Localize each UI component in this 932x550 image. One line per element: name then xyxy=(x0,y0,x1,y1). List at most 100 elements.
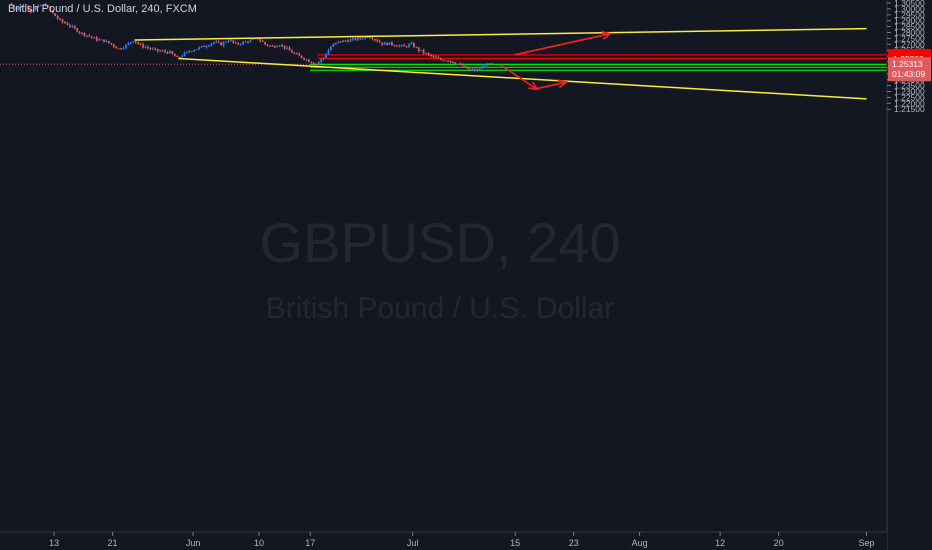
candle-body xyxy=(108,41,110,44)
candle-body xyxy=(44,4,47,6)
candle-body xyxy=(103,39,105,42)
candle-body xyxy=(68,24,71,27)
candle-body xyxy=(476,69,479,71)
candle-body xyxy=(369,37,371,39)
candle-body xyxy=(271,45,274,47)
candle-body xyxy=(54,13,57,17)
candle-body xyxy=(359,37,362,39)
candle-body xyxy=(127,43,130,45)
candle-body xyxy=(442,59,445,61)
x-tick-label: Jul xyxy=(407,538,419,548)
candle-body xyxy=(139,43,142,45)
candle-body xyxy=(388,42,391,45)
trendline-upper xyxy=(134,27,867,41)
candle-body xyxy=(378,41,381,43)
x-tick-label: 10 xyxy=(254,538,264,548)
watermark-name: British Pound / U.S. Dollar xyxy=(266,292,614,325)
candle-body xyxy=(188,51,191,53)
candle-body xyxy=(373,39,376,41)
x-tick-label: 17 xyxy=(305,538,315,548)
candle-body xyxy=(295,53,298,55)
last-price-label-bg xyxy=(888,57,931,82)
candle-body xyxy=(47,5,49,7)
candle-body xyxy=(71,26,74,28)
candle-body xyxy=(27,6,30,10)
candle-body xyxy=(273,46,276,48)
chart-header-title[interactable]: British Pound / U.S. Dollar, 240, FXCM xyxy=(8,3,197,15)
candle-body xyxy=(10,3,13,6)
candle-body xyxy=(332,44,335,47)
candle-body xyxy=(330,46,332,51)
candle-body xyxy=(408,44,410,47)
candle-body xyxy=(486,63,488,66)
candle-body xyxy=(208,45,210,47)
candle-body xyxy=(142,44,144,48)
projection-arrowhead-3 xyxy=(557,79,569,89)
candle-body xyxy=(212,41,215,44)
candle-body xyxy=(352,38,354,40)
candle-body xyxy=(112,44,115,47)
candle-body xyxy=(171,51,174,54)
candle-body xyxy=(400,45,403,47)
candle-body xyxy=(339,41,342,43)
candle-body xyxy=(261,40,264,43)
candle-body xyxy=(488,63,491,65)
candle-body xyxy=(381,42,384,45)
candle-body xyxy=(173,53,176,57)
candle-body xyxy=(349,39,352,42)
candle-body xyxy=(354,38,357,40)
candle-body xyxy=(312,62,315,65)
candle-body xyxy=(317,62,320,65)
candle-body xyxy=(83,33,86,36)
candle-body xyxy=(469,68,471,70)
candle-body xyxy=(176,56,179,58)
candle-body xyxy=(98,39,101,41)
candle-body xyxy=(137,42,140,44)
candle-body xyxy=(376,39,379,42)
candle-body xyxy=(305,59,308,61)
watermark-symbol: GBPUSD, 240 xyxy=(259,211,620,274)
candle-body xyxy=(230,40,232,42)
candle-body xyxy=(454,63,457,65)
y-tick-label: 1.27000 xyxy=(894,39,925,49)
trendline-lower xyxy=(178,57,867,100)
candle-body xyxy=(125,44,127,48)
candle-body xyxy=(439,58,442,60)
y-tick-label: 1.28500 xyxy=(894,22,925,32)
y-tick-label: 1.30500 xyxy=(894,0,925,8)
candle-body xyxy=(452,61,454,64)
candle-body xyxy=(234,42,237,44)
candle-body xyxy=(491,63,493,65)
candle-body xyxy=(391,42,393,45)
candle-body xyxy=(195,49,198,51)
candle-body xyxy=(122,47,125,49)
candle-body xyxy=(447,60,449,62)
candle-body xyxy=(395,45,398,47)
candle-body xyxy=(22,5,25,7)
candle-body xyxy=(322,57,325,60)
candle-body xyxy=(310,61,313,63)
candle-body xyxy=(334,42,337,45)
candle-body xyxy=(283,45,286,49)
candle-body xyxy=(110,43,113,45)
candle-body xyxy=(300,55,303,58)
candle-body xyxy=(186,51,188,53)
candle-body xyxy=(17,7,20,10)
candle-body xyxy=(276,46,279,48)
candle-body xyxy=(222,42,225,46)
candle-body xyxy=(151,48,154,50)
time-axis xyxy=(0,532,887,550)
candle-body xyxy=(425,53,427,55)
candle-body xyxy=(459,64,462,66)
y-tick-label: 1.27500 xyxy=(894,33,925,43)
price-axis xyxy=(887,0,932,550)
candle-body xyxy=(95,37,98,41)
candle-body xyxy=(432,55,435,57)
candle-body xyxy=(66,23,69,25)
candle-body xyxy=(178,56,181,58)
y-tick-label: 1.22000 xyxy=(894,98,925,108)
candle-body xyxy=(278,45,281,47)
candle-body xyxy=(183,52,186,56)
candle-body xyxy=(481,66,484,69)
